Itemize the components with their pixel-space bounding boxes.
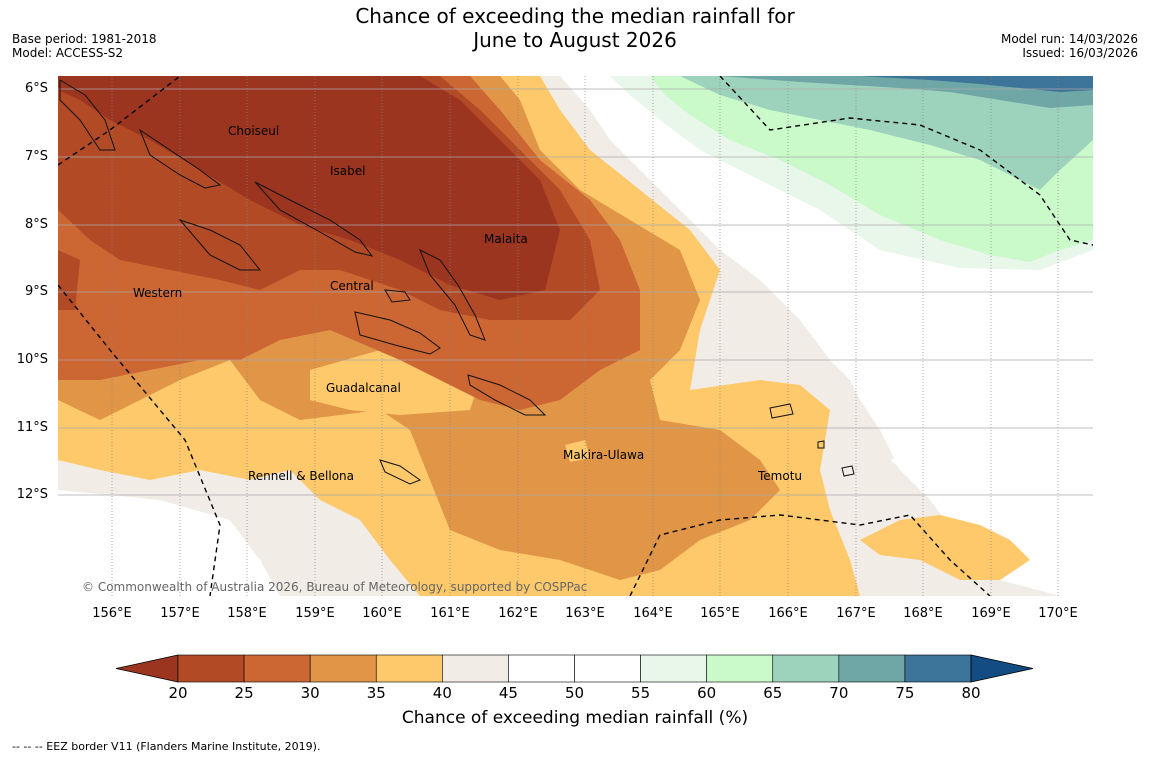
choiseul-island <box>138 128 222 189</box>
eez-borders <box>58 76 1093 596</box>
label-rennell-bellona: Rennell & Bellona <box>248 469 355 483</box>
lon-label: 160°E <box>362 606 402 621</box>
colorbar-bin <box>838 654 906 683</box>
colorbar-tick-label: 55 <box>631 684 651 702</box>
lon-label: 168°E <box>903 606 943 621</box>
title-line-1: Chance of exceeding the median rainfall … <box>355 4 795 28</box>
colorbar-tick-label: 70 <box>829 684 849 702</box>
colorbar-bin <box>442 654 509 683</box>
colorbar-bin <box>640 654 707 683</box>
lon-label: 164°E <box>633 606 673 621</box>
lon-label: 165°E <box>700 606 740 621</box>
makira-island <box>467 374 547 416</box>
colorbar-title: Chance of exceeding median rainfall (%) <box>401 708 749 728</box>
lon-label: 170°E <box>1038 606 1078 621</box>
label-makira-ulawa: Makira-Ulawa <box>563 448 645 462</box>
lon-label: 167°E <box>836 606 876 621</box>
copyright-notice: © Commonwealth of Australia 2026, Bureau… <box>82 580 588 594</box>
colorbar-tick-label: 65 <box>763 684 783 702</box>
title-line-2: June to August 2026 <box>473 28 677 52</box>
label-central: Central <box>330 279 374 293</box>
colorbar-bin <box>508 654 575 683</box>
temotu-island <box>769 403 794 419</box>
band-35-40-east <box>860 515 1030 580</box>
new-georgia-island <box>178 218 262 271</box>
colorbar-min-arrow <box>115 654 179 683</box>
colorbar-bin <box>574 654 641 683</box>
model-name: Model: ACCESS-S2 <box>12 46 124 60</box>
temotu-island-3 <box>817 440 825 449</box>
lat-label: 10°S <box>16 352 48 367</box>
malaita-island <box>419 248 486 341</box>
isabel-island <box>254 181 374 257</box>
model-run: Model run: 14/03/2026 <box>1000 32 1138 46</box>
lat-label: 7°S <box>24 149 48 164</box>
colorbar-tick-label: 50 <box>564 684 585 702</box>
label-choiseul: Choiseul <box>228 124 280 138</box>
lon-label: 157°E <box>160 606 200 621</box>
lon-label: 158°E <box>227 606 267 621</box>
bougainville-island <box>59 79 116 151</box>
lat-label: 12°S <box>16 487 48 502</box>
lon-label: 162°E <box>498 606 538 621</box>
lat-label: 8°S <box>24 217 48 232</box>
label-guadalcanal: Guadalcanal <box>326 381 401 395</box>
colorbar-tick-label: 35 <box>366 684 386 702</box>
colorbar-tick-label: 75 <box>895 684 915 702</box>
lon-label: 169°E <box>971 606 1011 621</box>
coastlines <box>59 79 855 485</box>
lon-label: 156°E <box>92 606 132 621</box>
colorbar-bin <box>375 654 443 683</box>
band-30-35-island <box>565 440 590 462</box>
colorbar-bin <box>706 654 774 683</box>
label-isabel: Isabel <box>330 164 366 178</box>
meta-left: Base period: 1981-2018 Model: ACCESS-S2 <box>12 32 157 60</box>
temotu-island-2 <box>841 465 855 477</box>
colorbar-tick-label: 30 <box>300 684 320 702</box>
colorbar-bin <box>243 654 311 683</box>
label-temotu: Temotu <box>758 469 803 483</box>
colorbar-bin <box>772 654 840 683</box>
latitude-grid <box>58 88 1093 496</box>
lat-label: 6°S <box>24 81 48 96</box>
colorbar-tick-label: 80 <box>961 684 981 702</box>
colorbar-bin <box>309 654 377 683</box>
colorbar-bin <box>177 654 245 683</box>
colorbar-tick-label: 20 <box>168 684 188 702</box>
band-white-2 <box>58 490 280 596</box>
colorbar-tick-label: 45 <box>498 684 518 702</box>
issued-date: Issued: 16/03/2026 <box>1022 46 1138 60</box>
map-title: Chance of exceeding the median rainfall … <box>0 4 1150 52</box>
colorbar-tick-label: 40 <box>432 684 452 702</box>
meta-right: Model run: 14/03/2026 Issued: 16/03/2026 <box>1001 32 1138 60</box>
band-20-25-west <box>58 250 80 310</box>
lat-label: 11°S <box>16 420 48 435</box>
band-75-80 <box>860 76 1093 92</box>
colorbar-max-arrow <box>970 654 1034 683</box>
base-period: Base period: 1981-2018 <box>12 32 157 46</box>
lon-label: 159°E <box>295 606 335 621</box>
lat-label: 9°S <box>24 284 48 299</box>
label-western: Western <box>133 286 183 300</box>
rennell-island <box>379 459 422 485</box>
band-65-70 <box>680 76 1093 190</box>
eez-footnote: -- -- -- EEZ border V11 (Flanders Marine… <box>12 740 321 753</box>
guadalcanal-island <box>354 311 441 355</box>
lon-label: 166°E <box>768 606 808 621</box>
colorbar-bin <box>904 654 972 683</box>
band-white-3 <box>890 450 930 468</box>
colorbar-tick-label: 25 <box>234 684 254 702</box>
colorbar-tick-label: 60 <box>697 684 717 702</box>
band-below-20 <box>58 76 560 300</box>
label-malaita: Malaita <box>484 232 528 246</box>
central-islands <box>384 289 411 303</box>
lon-label: 161°E <box>430 606 470 621</box>
lon-label: 163°E <box>565 606 605 621</box>
colorbar <box>115 654 1034 683</box>
rainfall-field <box>58 76 1093 596</box>
